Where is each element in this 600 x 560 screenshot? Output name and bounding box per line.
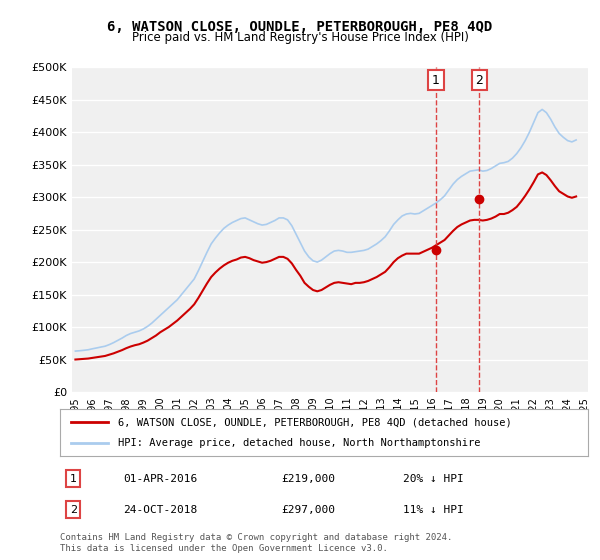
Text: £219,000: £219,000 — [282, 474, 336, 484]
Text: 11% ↓ HPI: 11% ↓ HPI — [403, 505, 464, 515]
Text: 01-APR-2016: 01-APR-2016 — [124, 474, 197, 484]
Text: 1: 1 — [70, 474, 77, 484]
Text: £297,000: £297,000 — [282, 505, 336, 515]
Text: 24-OCT-2018: 24-OCT-2018 — [124, 505, 197, 515]
Text: 2: 2 — [475, 74, 484, 87]
Text: 6, WATSON CLOSE, OUNDLE, PETERBOROUGH, PE8 4QD (detached house): 6, WATSON CLOSE, OUNDLE, PETERBOROUGH, P… — [118, 417, 512, 427]
Text: Contains HM Land Registry data © Crown copyright and database right 2024.
This d: Contains HM Land Registry data © Crown c… — [60, 533, 452, 553]
Text: 2: 2 — [70, 505, 77, 515]
Text: 20% ↓ HPI: 20% ↓ HPI — [403, 474, 464, 484]
Text: 1: 1 — [432, 74, 440, 87]
Text: Price paid vs. HM Land Registry's House Price Index (HPI): Price paid vs. HM Land Registry's House … — [131, 31, 469, 44]
Text: HPI: Average price, detached house, North Northamptonshire: HPI: Average price, detached house, Nort… — [118, 438, 481, 448]
Text: 6, WATSON CLOSE, OUNDLE, PETERBOROUGH, PE8 4QD: 6, WATSON CLOSE, OUNDLE, PETERBOROUGH, P… — [107, 20, 493, 34]
